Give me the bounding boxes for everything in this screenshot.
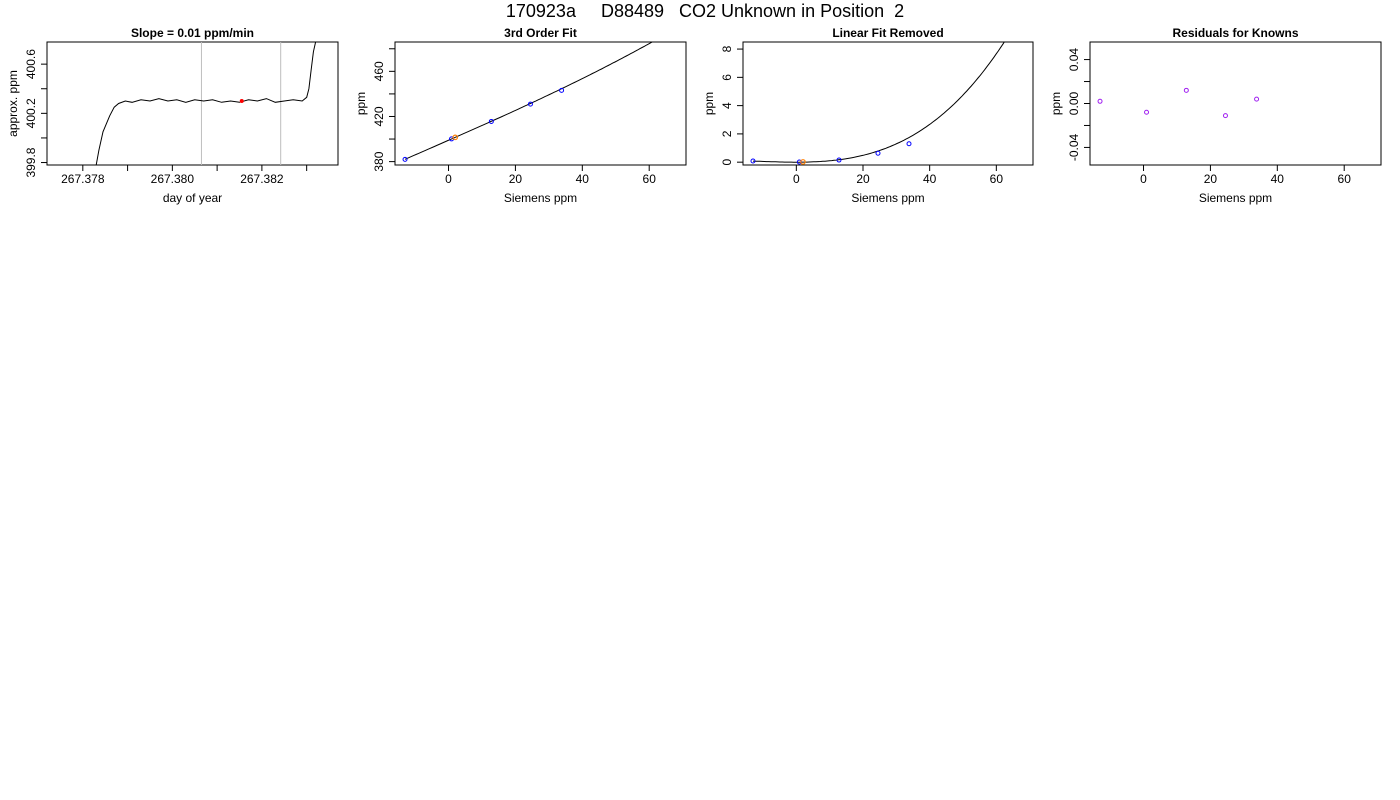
y-tick-label: 400.6: [24, 49, 38, 79]
residual-point: [1254, 96, 1260, 102]
chart-title: Residuals for Knowns: [1172, 26, 1298, 40]
x-axis-label: Siemens ppm: [1199, 191, 1272, 205]
plot-area: [95, 42, 317, 165]
plot-area: [750, 42, 1005, 165]
known-point: [559, 87, 565, 93]
x-tick-label: 20: [1204, 172, 1218, 186]
x-tick-label: 0: [445, 172, 452, 186]
y-tick-label: 399.8: [24, 147, 38, 177]
x-tick-label: 60: [643, 172, 657, 186]
residual-point: [1097, 98, 1103, 104]
x-tick-label: 40: [1271, 172, 1285, 186]
chart-panel-4: Residuals for Knowns 0 20 40 60 Siemens ppm -0…: [1049, 26, 1382, 205]
x-axis-label: Siemens ppm: [851, 191, 924, 205]
y-tick-label: 0.00: [1067, 91, 1081, 115]
plot-frame: [742, 41, 1034, 166]
fit-curve: [404, 42, 654, 160]
plot-area: [1097, 87, 1260, 119]
x-tick-label: 267.378: [61, 172, 105, 186]
known-point: [750, 158, 756, 164]
y-tick-label: 4: [720, 102, 734, 109]
x-tick-label: 40: [576, 172, 590, 186]
y-axis-label: ppm: [354, 92, 368, 115]
residual-point: [1183, 87, 1189, 93]
x-tick-label: 40: [923, 172, 937, 186]
y-axis-label: ppm: [1049, 92, 1063, 115]
known-point: [527, 101, 533, 107]
residual-point: [1222, 113, 1228, 119]
chart-title: Slope = 0.01 ppm/min: [131, 26, 254, 40]
x-axis-label: Siemens ppm: [504, 191, 577, 205]
x-tick-label: 267.382: [240, 172, 284, 186]
y-tick-label: 420: [372, 106, 386, 126]
x-tick-label: 60: [1338, 172, 1352, 186]
x-axis-label: day of year: [163, 191, 222, 205]
x-tick-label: 267.380: [151, 172, 195, 186]
data-point-marker: [239, 99, 244, 104]
x-tick-label: 0: [793, 172, 800, 186]
y-tick-label: 400.2: [24, 98, 38, 128]
x-tick-label: 20: [856, 172, 870, 186]
y-tick-label: 0: [720, 159, 734, 166]
plot-frame: [394, 41, 687, 166]
y-axis-label: approx. ppm: [6, 70, 20, 137]
known-point: [402, 156, 408, 162]
fit-curve: [752, 42, 1005, 163]
y-axis-label: ppm: [702, 92, 716, 115]
plot-frame: [46, 41, 339, 166]
chart-panel-2: 3rd Order Fit 0 20 40 60 Siemens ppm 380 420 460…: [354, 26, 687, 205]
y-tick-label: 8: [720, 45, 734, 52]
page-title: 170923a D88489 CO2 Unknown in Position 2: [505, 1, 905, 21]
y-tick-label: 460: [372, 61, 386, 81]
x-tick-label: 20: [509, 172, 523, 186]
residual-point: [1144, 109, 1150, 115]
plot-area: [402, 42, 654, 162]
known-point: [836, 157, 842, 163]
y-tick-label: 2: [720, 130, 734, 137]
y-tick-label: 380: [372, 151, 386, 171]
known-point: [875, 150, 881, 156]
data-line: [95, 42, 317, 165]
y-tick-label: 0.04: [1067, 48, 1081, 72]
plot-frame: [1089, 41, 1382, 166]
known-point: [906, 141, 912, 147]
unknown-point: [452, 134, 459, 141]
y-tick-label: -0.04: [1067, 133, 1081, 161]
chart-title: Linear Fit Removed: [832, 26, 943, 40]
known-point: [488, 118, 494, 124]
unknown-point: [800, 159, 806, 165]
chart-title: 3rd Order Fit: [504, 26, 577, 40]
chart-panel-1: Slope = 0.01 ppm/min 267.378 267.380 267.38…: [6, 26, 339, 205]
x-tick-label: 60: [990, 172, 1004, 186]
x-tick-label: 0: [1140, 172, 1147, 186]
y-tick-label: 6: [720, 74, 734, 81]
chart-panel-3: Linear Fit Removed 0 20 40 60 Siemens ppm 0 2 4 6…: [702, 26, 1034, 205]
